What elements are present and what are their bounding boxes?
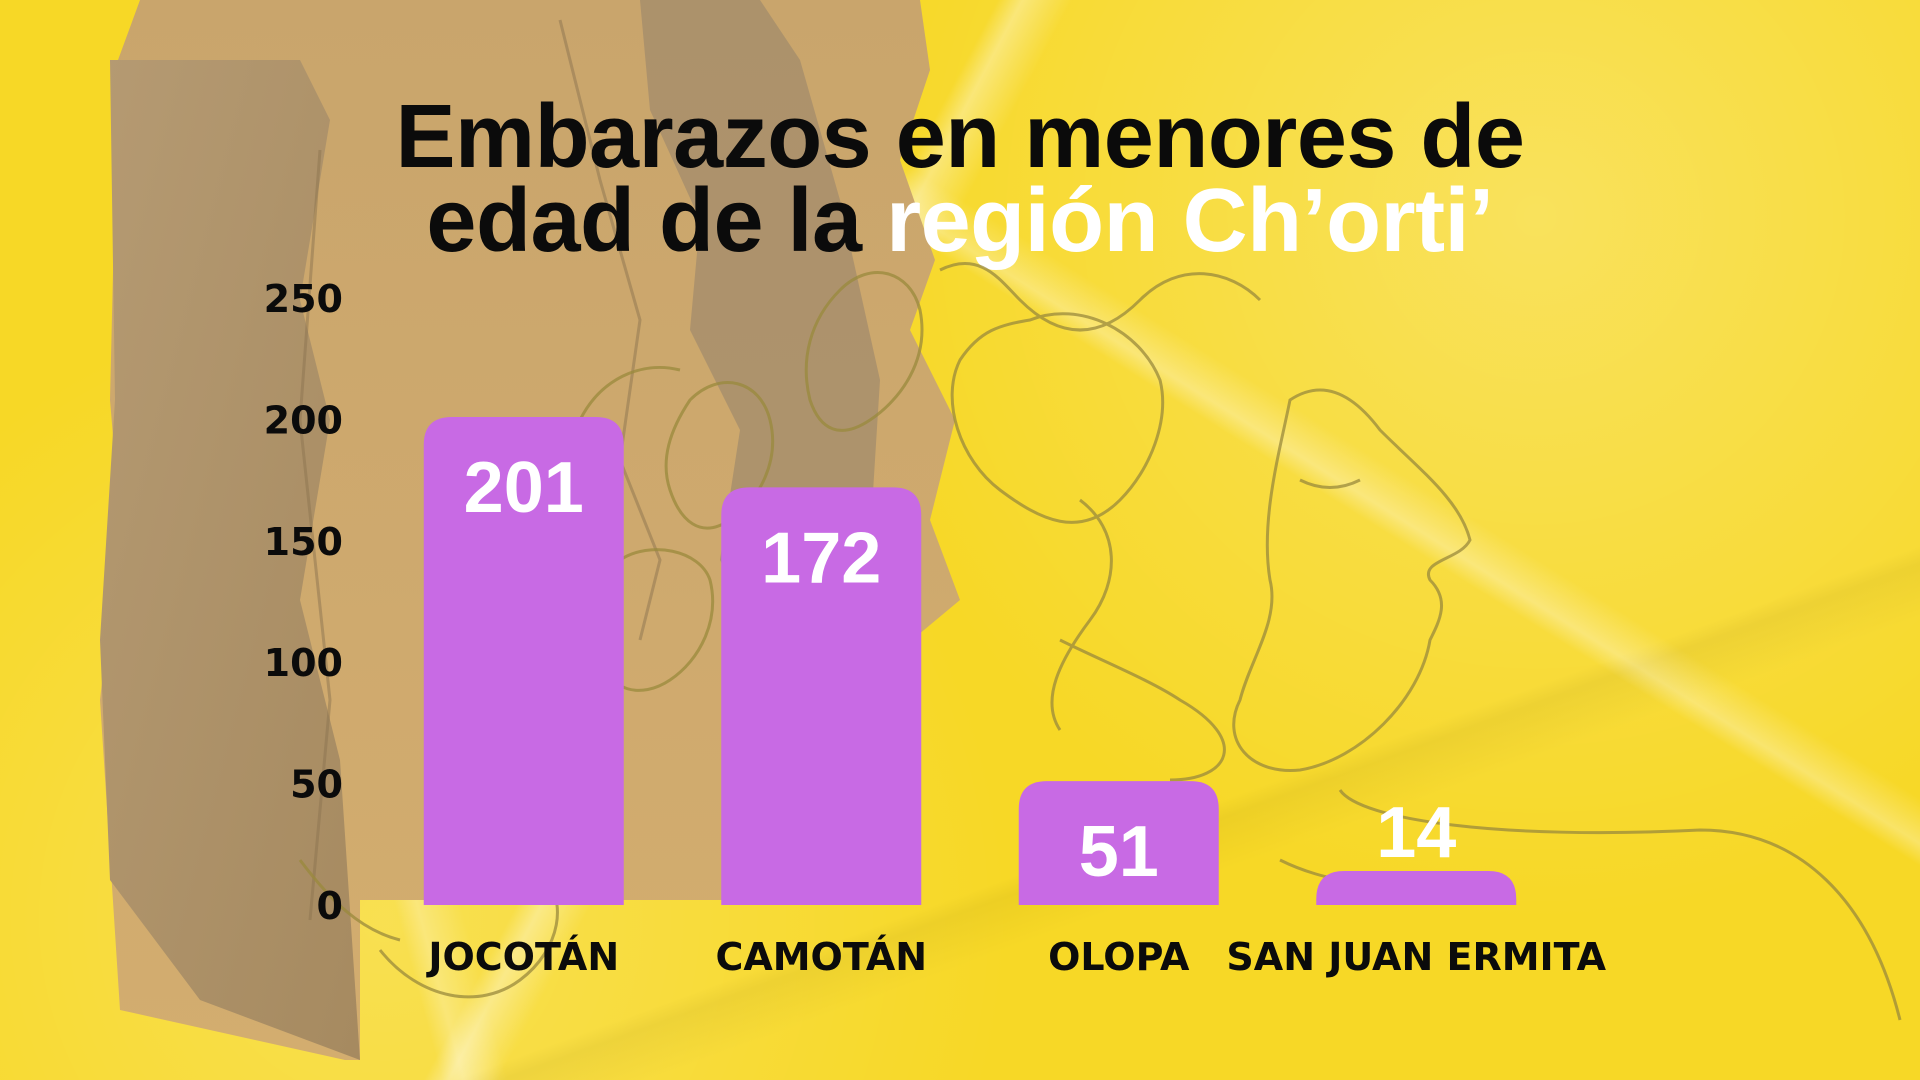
- y-tick-label: 250: [264, 277, 343, 321]
- y-tick-label: 150: [264, 520, 343, 564]
- x-tick-label: CAMOTÁN: [715, 935, 927, 979]
- bar-value-label: 14: [1376, 793, 1456, 873]
- x-axis: JOCOTÁN CAMOTÁN OLOPA SAN JUAN ERMITA: [425, 935, 1606, 979]
- title-line-2: edad de la: [426, 171, 862, 271]
- bar-jocot-n: [423, 416, 624, 905]
- y-axis: 0 50 100 150 200 250: [264, 277, 343, 928]
- line-art-faces-decoration: [298, 262, 1902, 1021]
- x-tick-label: SAN JUAN ERMITA: [1226, 935, 1606, 979]
- bar-olopa: [1018, 781, 1219, 905]
- y-tick-label: 50: [290, 763, 343, 807]
- y-tick-label: 100: [264, 641, 343, 685]
- title-highlight: región Ch’orti’: [886, 171, 1494, 271]
- chart-title: Embarazos en menores de edad de la regió…: [200, 92, 1720, 266]
- bar-value-label: 201: [464, 448, 584, 528]
- x-tick-label: OLOPA: [1048, 935, 1190, 979]
- bar-san-juan-ermita: [1316, 871, 1517, 905]
- bar-camot-n: [721, 487, 922, 905]
- title-line-1: Embarazos en menores de: [395, 87, 1525, 187]
- bar-value-label: 51: [1079, 812, 1159, 892]
- y-tick-label: 200: [264, 398, 343, 442]
- y-tick-label: 0: [317, 884, 343, 928]
- bar-value-label: 172: [761, 518, 881, 598]
- bars-group: 201 172 51 14: [423, 416, 1517, 905]
- x-tick-label: JOCOTÁN: [425, 935, 619, 979]
